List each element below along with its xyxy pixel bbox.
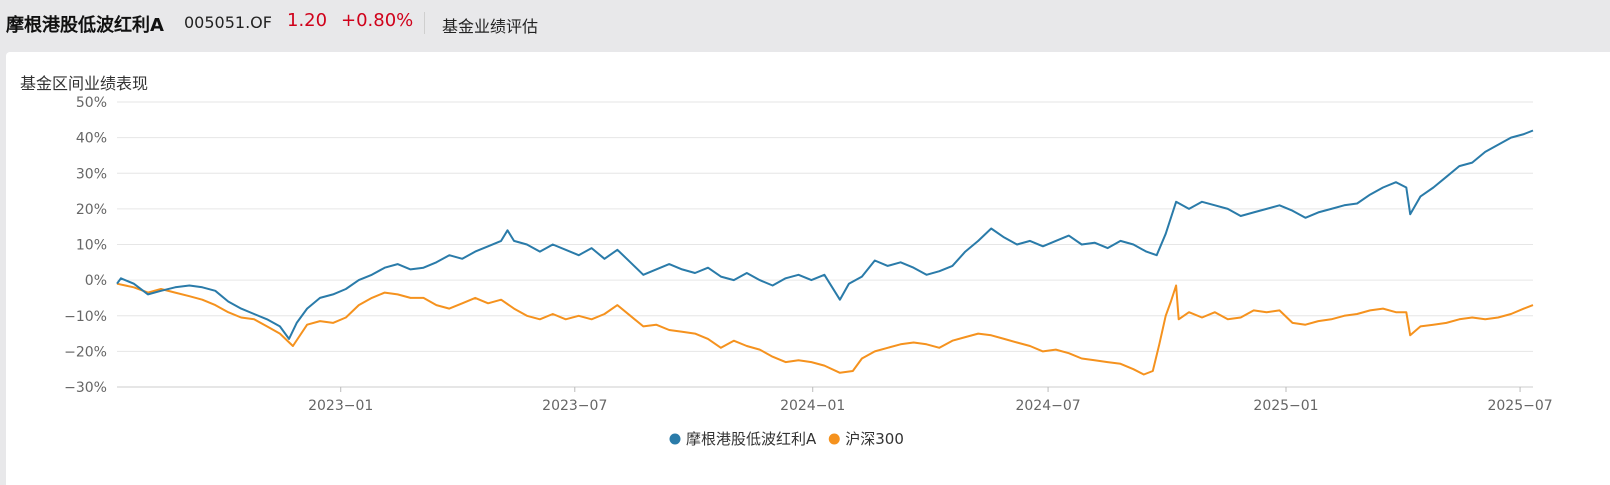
series-line-fund	[116, 129, 1534, 340]
x-tick-label: 2025−01	[1253, 398, 1318, 414]
y-tick-label: −30%	[64, 380, 107, 396]
series-line-index	[116, 282, 1534, 376]
y-tick-label: 40%	[76, 131, 107, 147]
x-tick-label: 2023−01	[308, 398, 373, 414]
chart-card	[6, 52, 1610, 485]
y-tick-label: 50%	[76, 95, 107, 111]
fund-header: 摩根港股低波红利A 005051.OF 1.20 +0.80% 基金业绩评估	[0, 0, 1610, 46]
x-tick-label: 2023−07	[542, 398, 607, 414]
y-tick-label: −20%	[64, 344, 107, 360]
y-tick-label: −10%	[64, 309, 107, 325]
x-tick-label: 2025−07	[1487, 398, 1552, 414]
y-tick-label: 0%	[85, 273, 107, 289]
fund-change: +0.80%	[341, 10, 414, 31]
fund-price: 1.20	[287, 10, 328, 31]
legend-label[interactable]: 沪深300	[845, 430, 904, 448]
legend-marker[interactable]	[828, 433, 840, 445]
fund-code: 005051.OF	[184, 13, 272, 32]
fund-name: 摩根港股低波红利A	[6, 15, 164, 36]
x-tick-label: 2024−07	[1015, 398, 1080, 414]
tab-fund-evaluation[interactable]: 基金业绩评估	[442, 17, 539, 36]
x-tick-label: 2024−01	[780, 398, 845, 414]
legend-marker[interactable]	[669, 433, 681, 445]
section-title: 基金区间业绩表现	[20, 74, 149, 93]
y-tick-label: 30%	[76, 166, 107, 182]
header-divider	[424, 12, 425, 34]
y-tick-label: 10%	[76, 238, 107, 254]
legend-label[interactable]: 摩根港股低波红利A	[686, 430, 817, 448]
y-tick-label: 20%	[76, 202, 107, 218]
